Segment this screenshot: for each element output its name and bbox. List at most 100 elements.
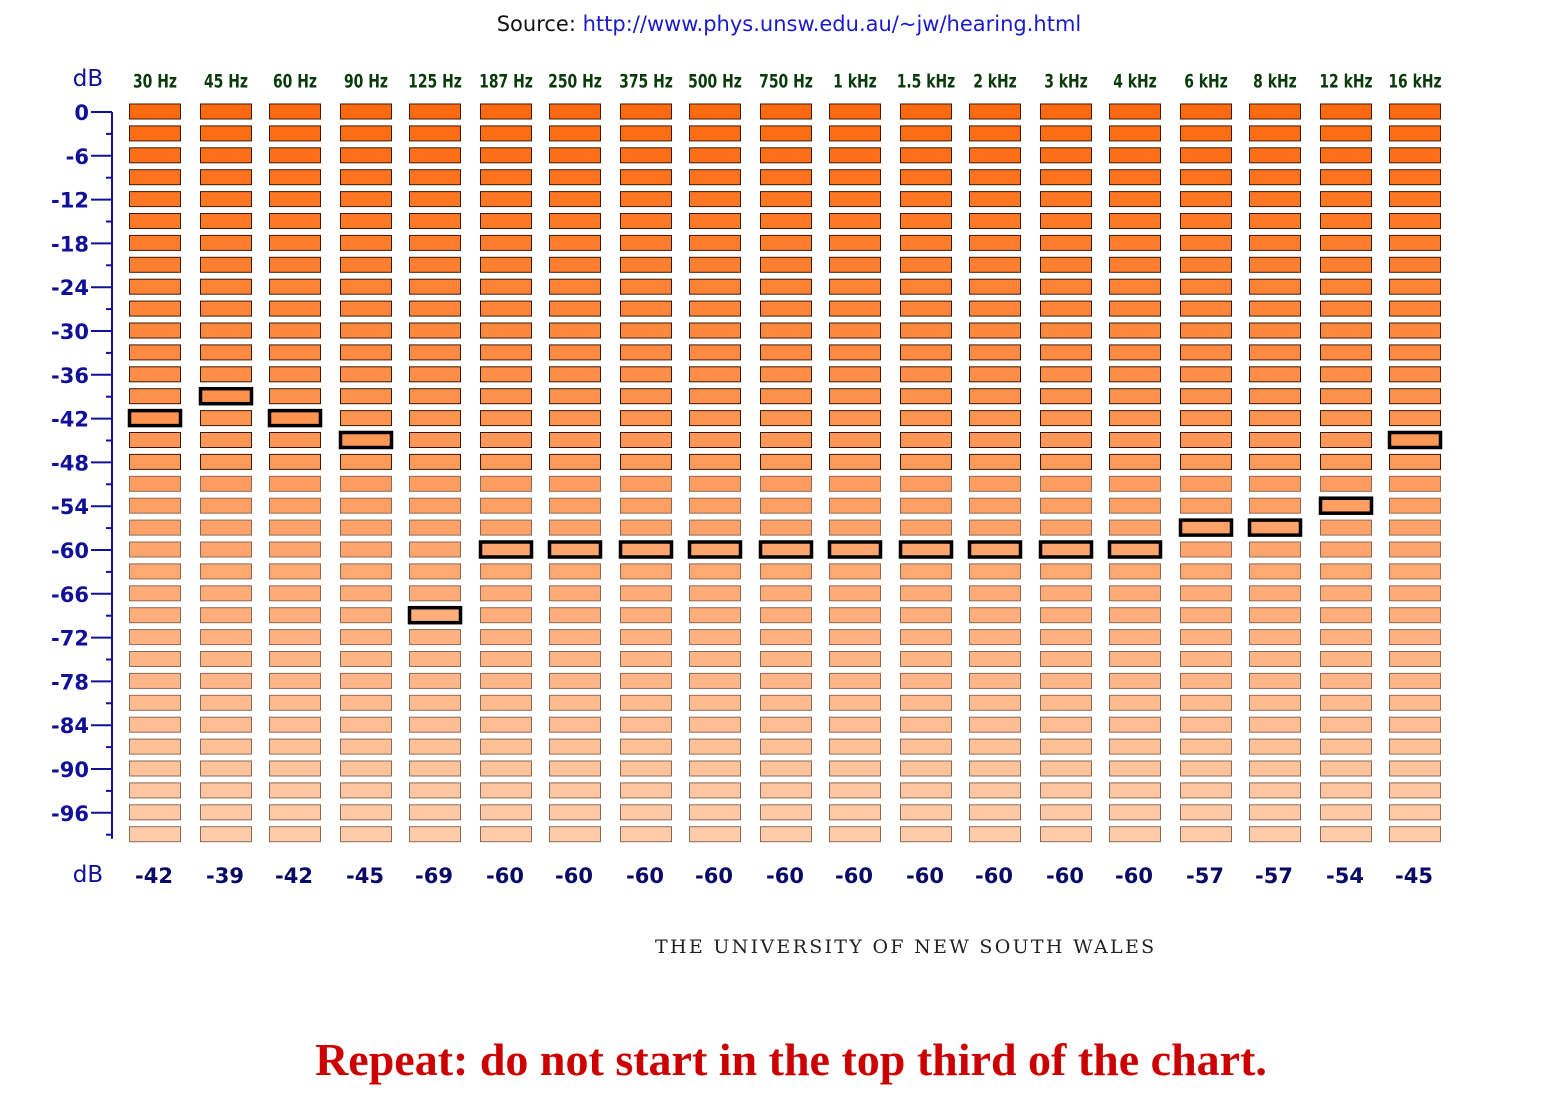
level-cell[interactable] — [129, 629, 181, 646]
level-cell[interactable] — [1180, 103, 1232, 120]
level-cell[interactable] — [409, 125, 461, 142]
level-cell[interactable] — [900, 497, 952, 514]
level-cell[interactable] — [969, 760, 1021, 777]
level-cell[interactable] — [340, 147, 392, 164]
level-cell[interactable] — [969, 191, 1021, 208]
level-cell[interactable] — [129, 125, 181, 142]
level-cell[interactable] — [829, 585, 881, 602]
selected-level-cell[interactable] — [1387, 430, 1443, 450]
level-cell[interactable] — [409, 563, 461, 580]
level-cell[interactable] — [829, 322, 881, 339]
level-cell[interactable] — [129, 475, 181, 492]
level-cell[interactable] — [1109, 629, 1161, 646]
level-cell[interactable] — [1249, 432, 1301, 448]
level-cell[interactable] — [1180, 432, 1232, 448]
level-cell[interactable] — [480, 782, 532, 799]
level-cell[interactable] — [969, 629, 1021, 646]
level-cell[interactable] — [1109, 256, 1161, 273]
level-cell[interactable] — [480, 672, 532, 689]
level-cell[interactable] — [829, 607, 881, 624]
level-cell[interactable] — [1180, 322, 1232, 339]
level-cell[interactable] — [620, 432, 672, 448]
level-cell[interactable] — [549, 256, 601, 273]
level-cell[interactable] — [689, 344, 741, 361]
level-cell[interactable] — [269, 716, 321, 733]
level-cell[interactable] — [620, 191, 672, 208]
level-cell[interactable] — [1180, 278, 1232, 295]
level-cell[interactable] — [200, 344, 252, 361]
level-cell[interactable] — [549, 344, 601, 361]
level-cell[interactable] — [829, 344, 881, 361]
level-cell[interactable] — [549, 366, 601, 383]
level-cell[interactable] — [620, 585, 672, 602]
level-cell[interactable] — [269, 651, 321, 667]
level-cell[interactable] — [900, 191, 952, 208]
level-cell[interactable] — [1320, 388, 1372, 405]
level-cell[interactable] — [129, 541, 181, 558]
level-cell[interactable] — [900, 169, 952, 186]
level-cell[interactable] — [969, 300, 1021, 317]
level-cell[interactable] — [1109, 322, 1161, 339]
level-cell[interactable] — [620, 563, 672, 580]
level-cell[interactable] — [129, 782, 181, 799]
level-cell[interactable] — [900, 694, 952, 711]
level-cell[interactable] — [1249, 103, 1301, 120]
level-cell[interactable] — [1109, 103, 1161, 120]
level-cell[interactable] — [549, 432, 601, 448]
level-cell[interactable] — [1180, 629, 1232, 646]
level-cell[interactable] — [829, 497, 881, 514]
level-cell[interactable] — [900, 672, 952, 689]
level-cell[interactable] — [340, 234, 392, 251]
level-cell[interactable] — [200, 278, 252, 295]
level-cell[interactable] — [269, 453, 321, 470]
level-cell[interactable] — [1389, 256, 1441, 273]
level-cell[interactable] — [620, 497, 672, 514]
level-cell[interactable] — [1180, 651, 1232, 667]
level-cell[interactable] — [480, 322, 532, 339]
level-cell[interactable] — [969, 410, 1021, 427]
level-cell[interactable] — [549, 278, 601, 295]
level-cell[interactable] — [1180, 256, 1232, 273]
level-cell[interactable] — [760, 760, 812, 777]
level-cell[interactable] — [1389, 410, 1441, 427]
level-cell[interactable] — [620, 672, 672, 689]
level-cell[interactable] — [409, 760, 461, 777]
level-cell[interactable] — [969, 234, 1021, 251]
level-cell[interactable] — [689, 125, 741, 142]
level-cell[interactable] — [689, 432, 741, 448]
level-cell[interactable] — [269, 585, 321, 602]
level-cell[interactable] — [1320, 191, 1372, 208]
level-cell[interactable] — [1320, 760, 1372, 777]
level-cell[interactable] — [480, 716, 532, 733]
level-cell[interactable] — [620, 629, 672, 646]
level-cell[interactable] — [1180, 125, 1232, 142]
level-cell[interactable] — [129, 607, 181, 624]
level-cell[interactable] — [340, 607, 392, 624]
level-cell[interactable] — [1249, 563, 1301, 580]
level-cell[interactable] — [1040, 191, 1092, 208]
level-cell[interactable] — [269, 234, 321, 251]
level-cell[interactable] — [1389, 585, 1441, 602]
level-cell[interactable] — [1180, 804, 1232, 821]
level-cell[interactable] — [829, 694, 881, 711]
level-cell[interactable] — [480, 694, 532, 711]
level-cell[interactable] — [620, 234, 672, 251]
level-cell[interactable] — [340, 760, 392, 777]
level-cell[interactable] — [900, 300, 952, 317]
level-cell[interactable] — [689, 694, 741, 711]
level-cell[interactable] — [1180, 453, 1232, 470]
level-cell[interactable] — [340, 453, 392, 470]
level-cell[interactable] — [1389, 607, 1441, 624]
level-cell[interactable] — [1109, 475, 1161, 492]
level-cell[interactable] — [1389, 322, 1441, 339]
level-cell[interactable] — [689, 629, 741, 646]
level-cell[interactable] — [829, 672, 881, 689]
level-cell[interactable] — [900, 475, 952, 492]
level-cell[interactable] — [409, 541, 461, 558]
selected-level-cell[interactable] — [1107, 540, 1163, 559]
level-cell[interactable] — [1040, 125, 1092, 142]
level-cell[interactable] — [1249, 738, 1301, 755]
level-cell[interactable] — [129, 585, 181, 602]
level-cell[interactable] — [480, 585, 532, 602]
level-cell[interactable] — [620, 322, 672, 339]
